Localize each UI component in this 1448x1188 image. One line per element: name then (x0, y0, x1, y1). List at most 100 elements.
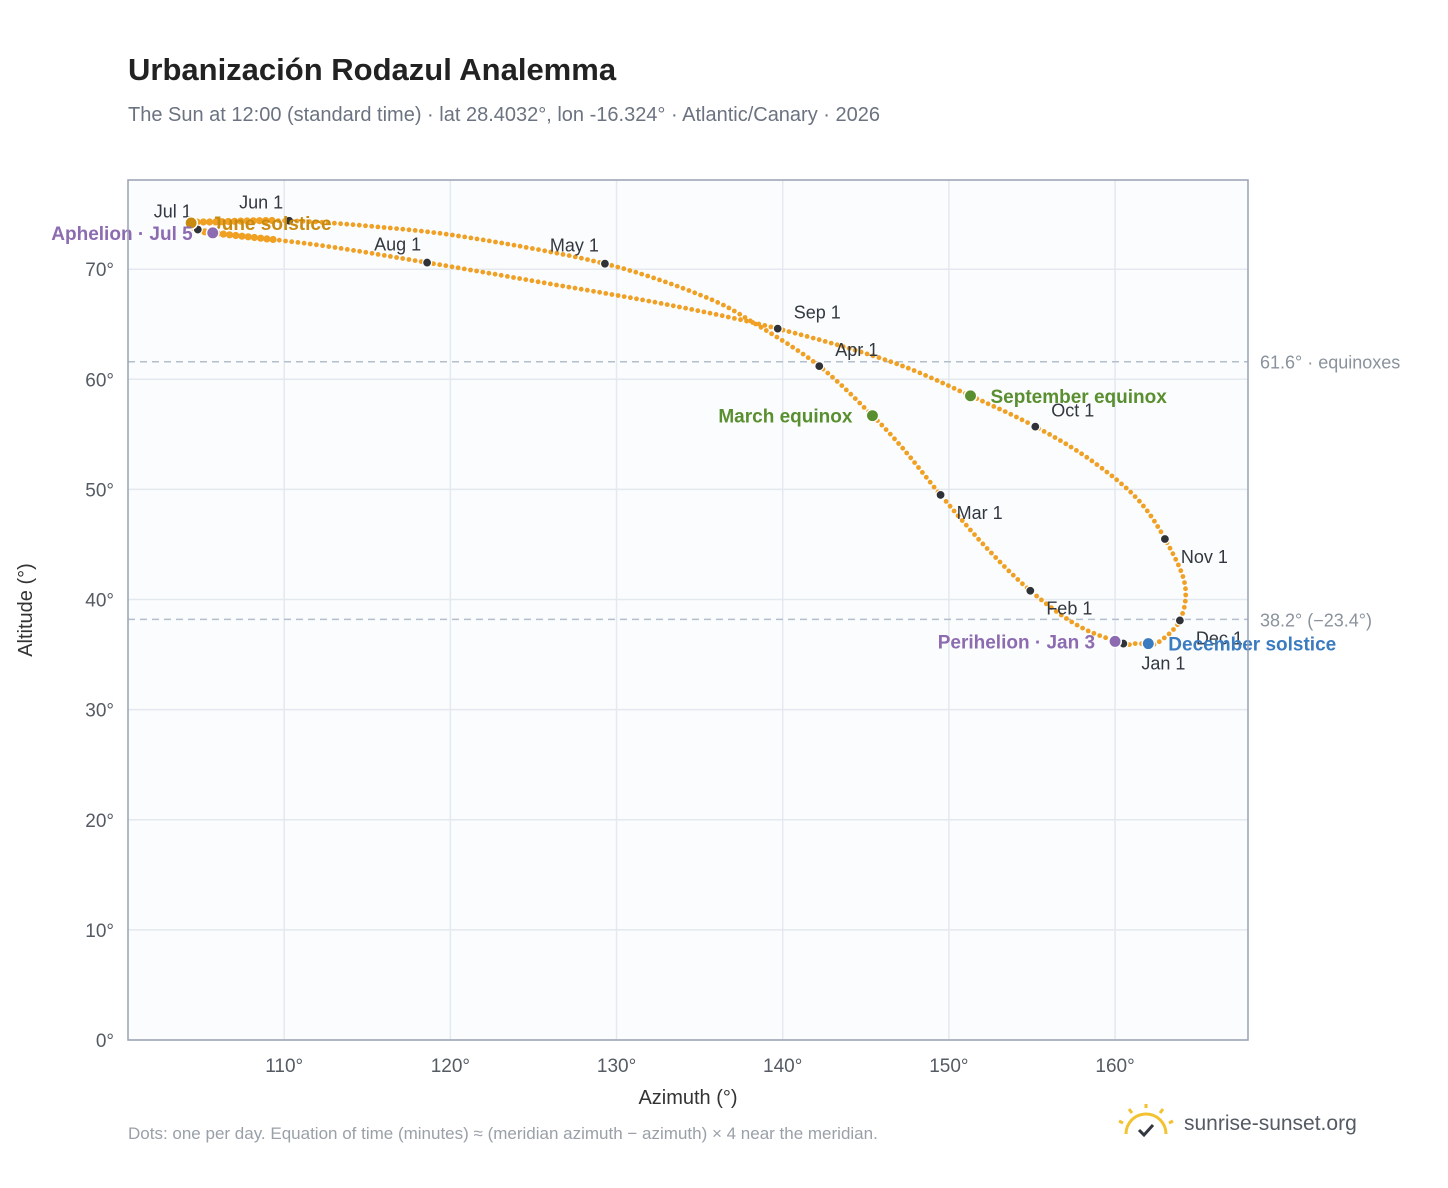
month-marker-dot (422, 257, 433, 268)
day-dot (363, 223, 368, 229)
day-dot (307, 241, 313, 247)
day-dot (980, 398, 985, 404)
day-dot (449, 264, 455, 270)
day-dot (511, 242, 517, 248)
day-dot (412, 228, 418, 233)
day-dot (1166, 631, 1172, 637)
day-dot (858, 349, 864, 355)
day-dot (1182, 598, 1188, 604)
event-marker-label: December solstice (1168, 635, 1336, 656)
day-dot (857, 400, 863, 406)
day-dot (572, 285, 578, 291)
day-dot (997, 559, 1003, 565)
y-tick-label: 50° (85, 480, 114, 501)
day-dot (972, 532, 977, 537)
day-dot (1178, 568, 1184, 574)
day-dot (572, 254, 578, 260)
day-dot (257, 234, 265, 242)
day-dot (786, 329, 792, 334)
day-dot (419, 228, 424, 234)
day-dot (640, 297, 645, 303)
day-dot (911, 368, 917, 373)
day-dot (1079, 451, 1084, 457)
day-dot (943, 499, 949, 504)
day-dot (825, 370, 831, 376)
month-marker-label: Aug 1 (374, 235, 421, 255)
day-dot (468, 235, 474, 241)
reference-lines: 61.6° · equinoxes 38.2° (−23.4°) (128, 353, 1400, 630)
day-dot (1048, 605, 1054, 610)
day-dot (795, 348, 801, 353)
day-dot (677, 304, 682, 310)
day-dot (768, 324, 774, 330)
y-tick-label: 30° (85, 701, 114, 722)
day-dot (1170, 551, 1176, 557)
day-dot (707, 310, 713, 316)
day-dot (683, 305, 688, 311)
day-dot (1068, 444, 1074, 450)
day-dot (670, 303, 676, 309)
day-dot (425, 229, 430, 235)
day-dot (400, 256, 406, 261)
day-dot (1058, 612, 1064, 618)
brand[interactable]: sunrise-sunset.org (1118, 1104, 1357, 1144)
day-dot (1152, 518, 1157, 524)
day-dot (769, 331, 774, 337)
day-dot (269, 235, 277, 244)
day-dot (326, 244, 332, 250)
day-dot (664, 302, 670, 307)
day-dot (394, 255, 399, 260)
day-dot (834, 379, 840, 384)
day-dot (597, 289, 602, 295)
day-dot (212, 218, 220, 226)
day-dot (731, 308, 737, 314)
day-dot (692, 290, 698, 296)
day-dot (517, 276, 522, 281)
chart-subtitle: The Sun at 12:00 (standard time) · lat 2… (128, 104, 880, 126)
day-dot (931, 484, 937, 490)
y-tick-label: 20° (85, 811, 114, 832)
day-dot (1074, 448, 1079, 453)
day-dot (480, 269, 486, 275)
day-dot (406, 227, 412, 233)
day-dot (1034, 593, 1039, 599)
day-dot (1041, 429, 1047, 434)
day-dot (437, 230, 443, 236)
day-dot (698, 292, 703, 298)
day-dot (1085, 628, 1091, 634)
day-dot (578, 286, 584, 292)
event-marker-label: June solstice (211, 214, 331, 235)
day-dot (1063, 441, 1069, 447)
day-dot (1084, 454, 1090, 460)
day-dot (1008, 411, 1014, 417)
day-dot (1047, 432, 1052, 437)
day-dot (363, 249, 369, 255)
day-dot (1015, 577, 1021, 582)
event-marker-dot (963, 388, 978, 403)
day-dot (468, 267, 473, 273)
day-dot (713, 312, 719, 317)
day-dot (920, 470, 925, 475)
month-marker-label: Jul 1 (154, 202, 192, 222)
day-dot (579, 255, 584, 261)
day-dot (591, 258, 596, 264)
day-dot (313, 219, 319, 225)
reference-line-label: 61.6° · equinoxes (1260, 353, 1400, 373)
day-dot (486, 238, 492, 244)
day-dot (505, 274, 510, 279)
day-dot (591, 288, 596, 294)
event-marker-dot (205, 225, 220, 240)
day-dot (861, 405, 867, 410)
event-marker-label: Aphelion · Jul 5 (51, 224, 193, 245)
day-dot (388, 254, 393, 259)
day-dot (325, 220, 331, 226)
day-dot (887, 431, 893, 437)
day-dot (633, 269, 639, 275)
month-marker-label: Jan 1 (1141, 654, 1185, 674)
day-dot (350, 222, 356, 228)
event-marker-dot (865, 408, 880, 423)
day-dot (1109, 473, 1115, 479)
day-dot (1183, 586, 1188, 592)
day-dot (695, 308, 701, 314)
day-dot (1052, 435, 1058, 440)
